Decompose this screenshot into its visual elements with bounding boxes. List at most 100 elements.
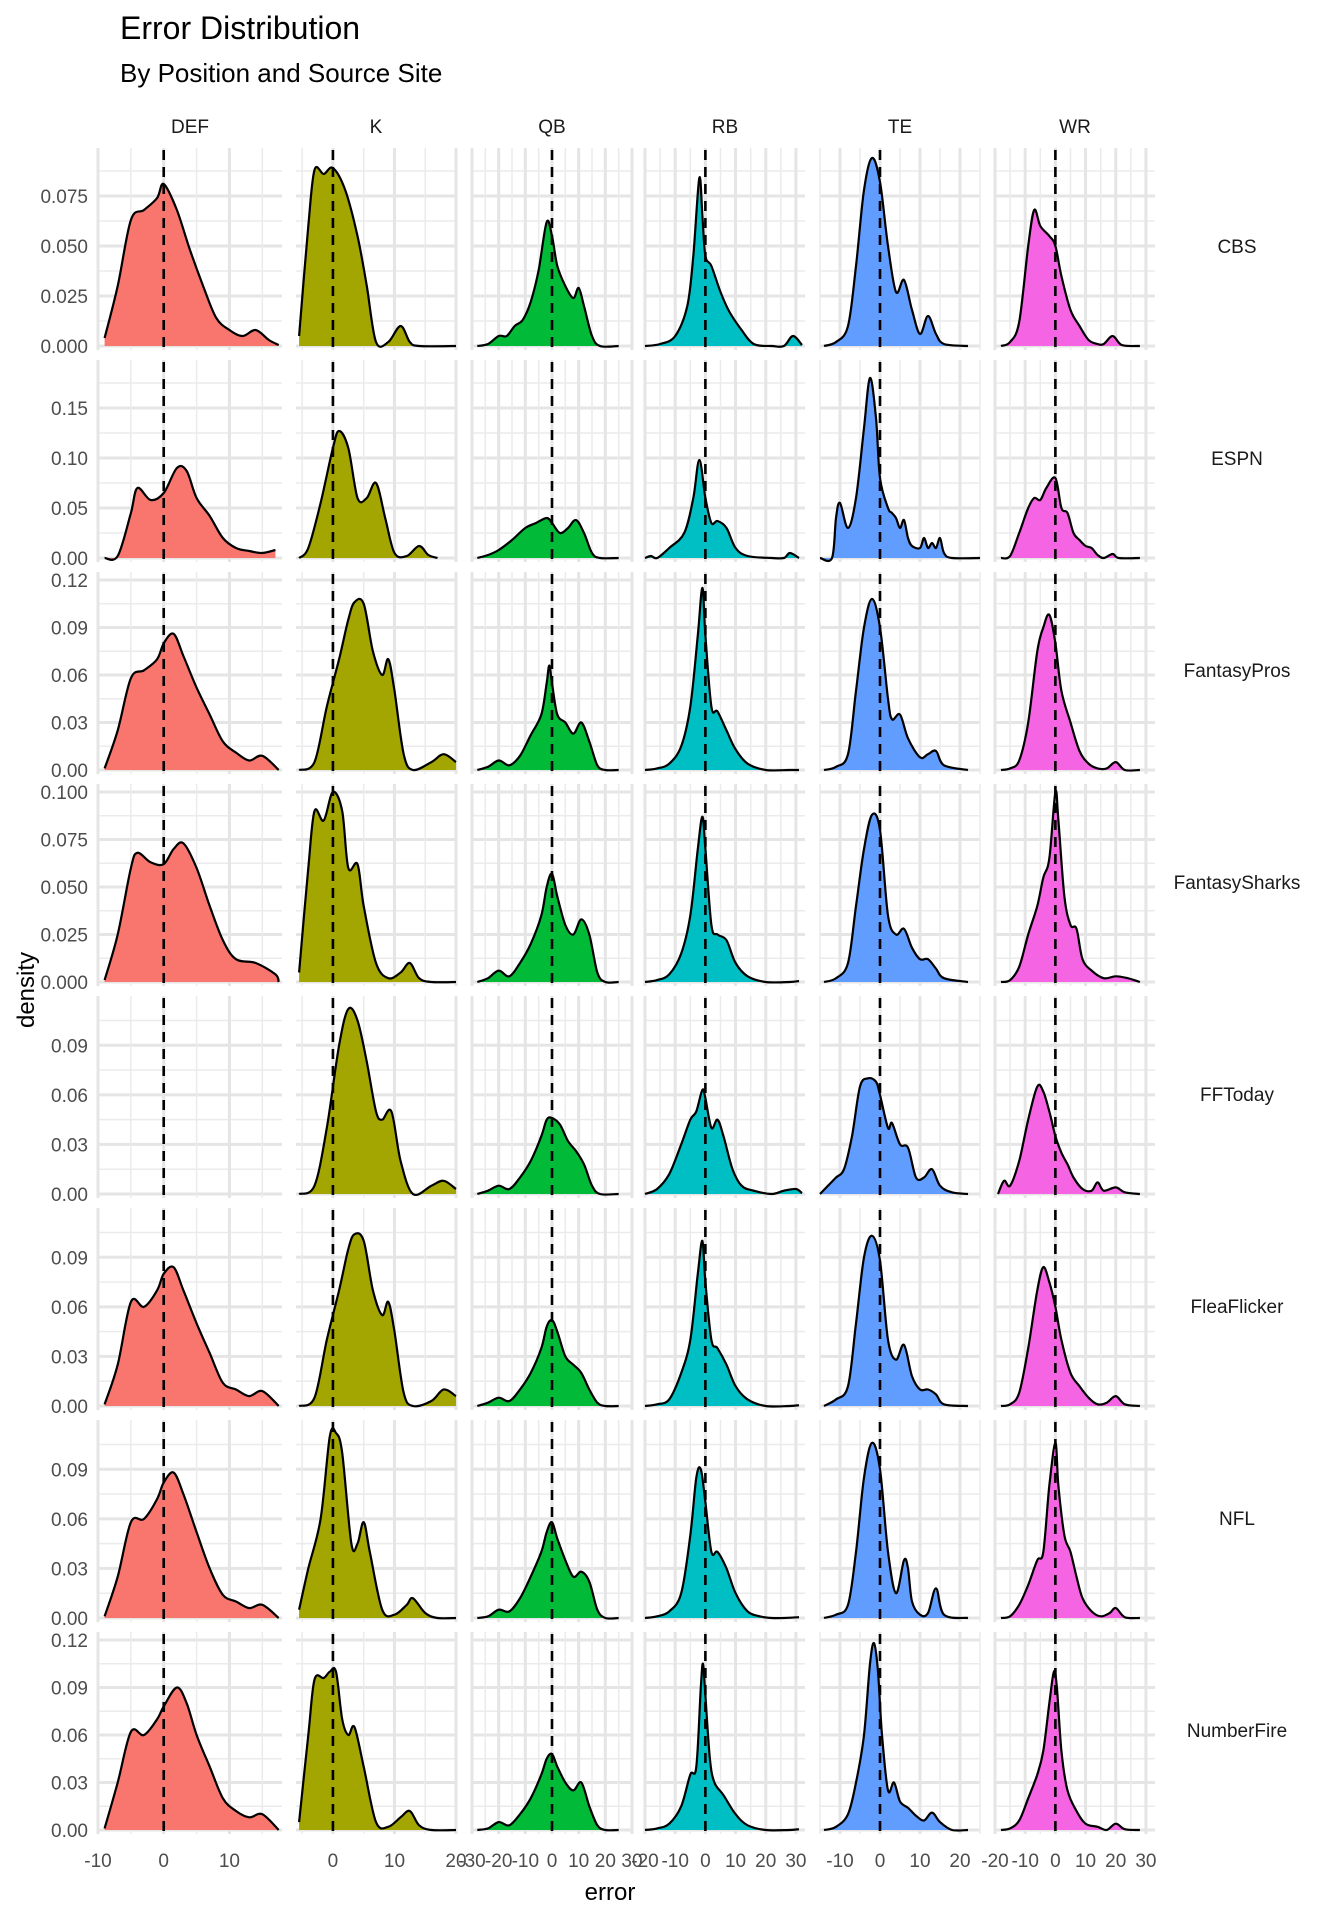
y-axis-title: density [13, 952, 40, 1028]
facet-panel [296, 148, 458, 352]
density-area [998, 1084, 1140, 1194]
density-curve [298, 1427, 457, 1620]
facet-panel [993, 1632, 1155, 1836]
y-tick-label: 0.03 [51, 1559, 88, 1580]
density-area [1001, 1442, 1140, 1619]
y-tick-label: 0.15 [51, 399, 88, 420]
facet-panel [643, 996, 805, 1200]
density-area [104, 1472, 279, 1618]
y-tick-label: 0.06 [51, 1510, 88, 1531]
column-strip-label: TE [888, 117, 912, 138]
facet-panel [96, 360, 282, 564]
density-area [824, 157, 968, 346]
x-axis-title: error [585, 1879, 636, 1906]
facet-panel [993, 148, 1155, 352]
density-area [299, 1667, 456, 1831]
density-curve [823, 1234, 969, 1408]
facet-panel [819, 996, 981, 1200]
density-curve [103, 841, 280, 983]
density-area [299, 431, 438, 558]
facet-panel [470, 784, 634, 988]
y-tick-label: 0.100 [40, 783, 88, 804]
density-area [299, 598, 456, 771]
facet-panel [643, 360, 805, 564]
density-area [824, 1235, 968, 1406]
density-curve [1000, 476, 1140, 560]
x-tick-label: 0 [328, 1851, 339, 1872]
y-tick-label: 0.12 [51, 571, 88, 592]
x-tick-label: -20 [485, 1851, 512, 1872]
y-tick-label: 0.06 [51, 1726, 88, 1747]
x-tick-label: 0 [158, 1851, 169, 1872]
y-tick-label: 0.00 [51, 761, 88, 782]
x-tick-label: 20 [949, 1851, 970, 1872]
density-area [299, 1007, 456, 1195]
x-tick-label: -10 [512, 1851, 539, 1872]
density-curve [823, 156, 969, 348]
facet-panel [993, 1420, 1155, 1624]
density-curve [644, 1466, 800, 1620]
y-tick-label: 0.09 [51, 1036, 88, 1057]
density-curve [477, 664, 619, 772]
facet-panel [296, 996, 458, 1200]
facet-panel [296, 360, 458, 564]
y-tick-label: 0.05 [51, 499, 88, 520]
facet-panel [96, 1632, 282, 1836]
y-tick-label: 0.075 [40, 187, 88, 208]
facet-panel [296, 1632, 458, 1836]
density-curve [103, 182, 280, 346]
density-area [645, 587, 799, 771]
density-area [1001, 209, 1140, 347]
density-area [1001, 790, 1140, 982]
density-curve [103, 632, 280, 771]
density-area [1001, 614, 1140, 771]
density-area [477, 1753, 619, 1831]
density-curve [644, 176, 803, 348]
density-area [104, 1687, 279, 1830]
y-tick-label: 0.00 [51, 1821, 88, 1842]
y-tick-label: 0.00 [51, 549, 88, 570]
x-tick-label: 20 [755, 1851, 776, 1872]
facet-panel [819, 1632, 981, 1836]
density-area [645, 1089, 802, 1194]
row-strip-label: FleaFlicker [1191, 1297, 1285, 1318]
density-curve [298, 1666, 457, 1832]
density-area [824, 1442, 968, 1619]
density-curve [477, 219, 619, 348]
x-tick-label: 10 [219, 1851, 240, 1872]
density-area [645, 1663, 799, 1831]
density-curve [104, 464, 276, 561]
density-curve [1000, 613, 1140, 772]
column-strip-label: DEF [171, 117, 209, 138]
density-area [824, 599, 968, 770]
facet-panel [993, 1208, 1155, 1412]
density-area [477, 220, 619, 347]
density-area [645, 816, 799, 983]
facet-panel [643, 572, 805, 776]
facet-panel [470, 148, 634, 352]
facet-panel [643, 1208, 805, 1412]
x-tick-label: 30 [1135, 1851, 1156, 1872]
density-curve [477, 1521, 619, 1620]
facet-panel [643, 1420, 805, 1624]
density-area [645, 1467, 799, 1619]
density-area [104, 466, 276, 560]
facet-panel [643, 148, 805, 352]
y-tick-label: 0.03 [51, 1774, 88, 1795]
x-tick-label: 10 [1075, 1851, 1096, 1872]
y-tick-label: 0.03 [51, 714, 88, 735]
x-tick-label: 10 [384, 1851, 405, 1872]
y-tick-label: 0.050 [40, 878, 88, 899]
density-area [299, 166, 456, 347]
density-area [1001, 477, 1140, 559]
x-tick-label: 0 [875, 1851, 886, 1872]
density-curve [644, 586, 799, 772]
x-tick-label: 0 [700, 1851, 711, 1872]
x-tick-label: 20 [445, 1851, 466, 1872]
x-tick-label: -30 [458, 1851, 485, 1872]
facet-panel [296, 1208, 458, 1412]
facet-panel [96, 1420, 282, 1624]
density-area [104, 1266, 279, 1406]
density-area [477, 1522, 619, 1619]
density-area [104, 183, 279, 346]
